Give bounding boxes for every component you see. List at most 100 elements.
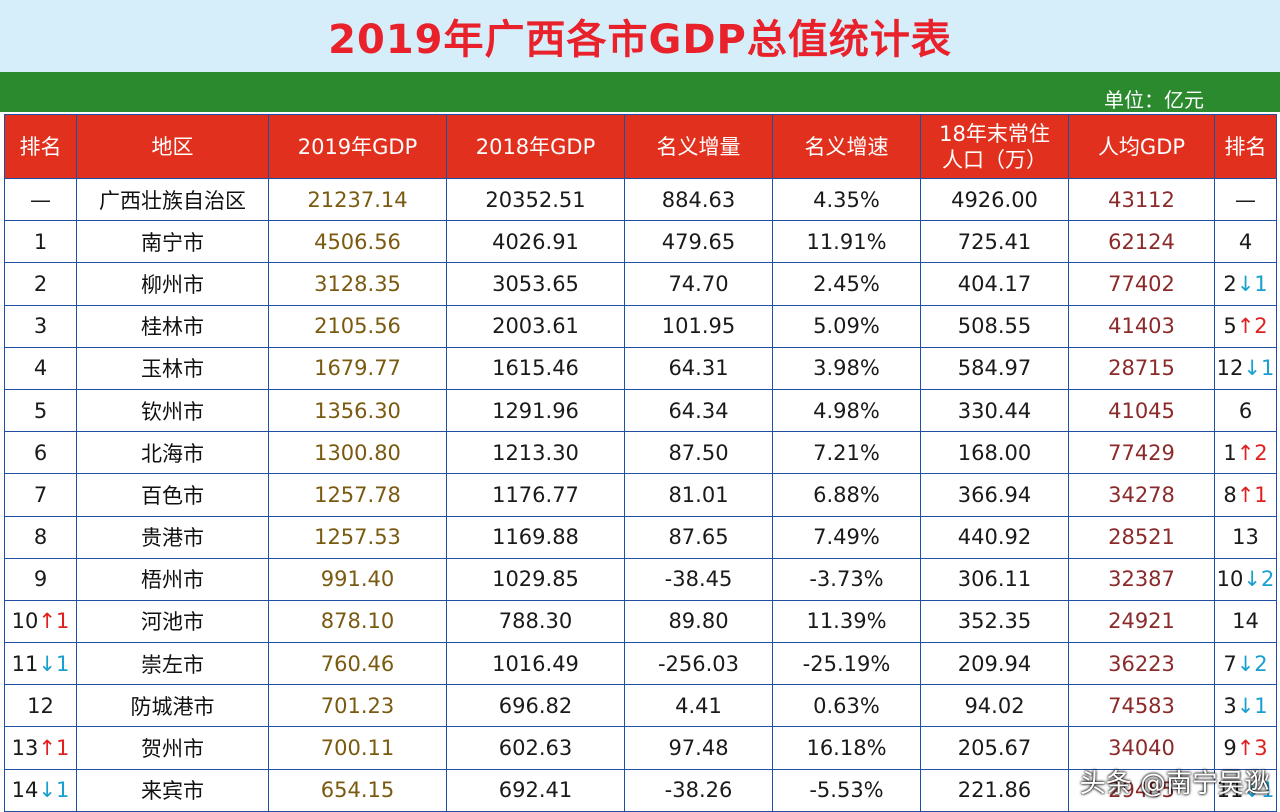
cell-per-capita-value: 34278 [1108,482,1175,507]
cell-per-capita-rank-value: 11 [1216,778,1244,803]
cell-region: 梧州市 [76,557,269,601]
cell-per-capita-rank: 3↓1 [1214,684,1277,728]
cell-gdp-2019: 700.11 [268,726,447,770]
cell-growth: 11.39% [772,599,921,644]
cell-population: 330.44 [920,388,1069,433]
cell-increment-value: -38.26 [664,778,733,803]
rank-change-delta: 1 [55,778,70,803]
cell-gdp-2018: 4026.91 [446,220,625,264]
cell-per-capita-value: 34040 [1108,736,1175,761]
cell-increment-value: 97.48 [668,736,729,761]
cell-per-capita-rank: 14 [1214,599,1277,644]
cell-gdp-2018: 2003.61 [446,304,625,348]
cell-growth-value: 16.18% [806,736,887,761]
table-row: 1 南宁市 4506.56 4026.91 479.65 11.91% 725.41 6212… [4,220,1277,264]
cell-gdp-2019: 701.23 [268,684,447,728]
cell-per-capita-rank-value: 14 [1232,609,1259,634]
cell-per-capita: 28715 [1068,346,1215,390]
cell-rank: 1 [4,220,77,264]
table-row: 2 柳州市 3128.35 3053.65 74.70 2.45% 404.17 77402 2… [4,262,1277,306]
cell-gdp-2019: 991.40 [268,557,447,601]
cell-growth: -3.73% [772,557,921,601]
cell-region: 贵港市 [76,515,269,559]
cell-rank: 2 [4,262,77,306]
cell-increment: -38.26 [624,768,773,812]
cell-per-capita-rank: 10↓2 [1214,557,1277,601]
rank-change-arrow-icon: ↓ [1236,651,1255,676]
header-growth: 名义增速 [772,114,921,179]
cell-gdp-2019: 878.10 [268,599,447,644]
rank-change-arrow-icon: ↓ [38,651,56,676]
cell-rank-value: 8 [33,525,48,550]
cell-rank-value: 7 [33,482,48,507]
cell-rank-value: 6 [33,440,48,465]
cell-gdp-2018-value: 602.63 [498,736,573,761]
cell-per-capita-rank: 2↓1 [1214,262,1277,306]
cell-population: 584.97 [920,346,1069,390]
cell-per-capita-rank-value: 8 [1223,482,1237,507]
cell-region: 玉林市 [76,346,269,390]
cell-region: 防城港市 [76,684,269,728]
cell-increment: -256.03 [624,642,773,686]
cell-region: 百色市 [76,473,269,517]
cell-population-value: 205.67 [957,736,1032,761]
rank-change-delta: 2 [1254,440,1268,465]
cell-increment-value: -38.45 [664,567,733,592]
cell-gdp-2019: 1257.53 [268,515,447,559]
cell-growth: 0.63% [772,684,921,728]
cell-growth-value: 0.63% [813,693,880,718]
cell-increment-value: -256.03 [657,651,740,676]
cell-gdp-2018-value: 696.82 [498,693,573,718]
cell-rank-value: 10 [11,609,39,634]
header-gdp-2018: 2018年GDP [446,114,625,179]
table-row: 5 钦州市 1356.30 1291.96 64.34 4.98% 330.44 41045 6 [4,388,1277,433]
rank-change-delta: 1 [55,651,70,676]
cell-per-capita: 32387 [1068,557,1215,601]
cell-per-capita-rank-value: 5 [1223,314,1237,339]
header-rank: 排名 [4,114,77,179]
cell-per-capita-rank: 9↑3 [1214,726,1277,770]
cell-rank-value: 4 [33,356,48,381]
cell-per-capita-rank: 7↓2 [1214,642,1277,686]
cell-rank-value: 13 [11,736,39,761]
cell-gdp-2018-value: 1615.46 [492,356,579,381]
cell-rank: 13↑1 [4,726,77,770]
cell-region: 河池市 [76,599,269,644]
cell-gdp-2018-value: 1016.49 [492,651,579,676]
cell-region-value: 北海市 [141,441,204,466]
rank-change-delta: 2 [1254,651,1268,676]
rank-change-delta: 1 [1254,693,1268,718]
cell-gdp-2018-value: 3053.65 [492,271,579,296]
cell-gdp-2018: 1169.88 [446,515,625,559]
cell-growth-value: -3.73% [809,567,884,592]
cell-population: 221.86 [920,768,1069,812]
cell-region-value: 防城港市 [130,694,215,719]
cell-region-value: 崇左市 [141,652,204,677]
cell-rank-value: 9 [33,567,48,592]
cell-gdp-2019: 21237.14 [268,177,447,222]
cell-gdp-2018-value: 692.41 [498,778,573,803]
rank-change-delta: 1 [55,609,70,634]
cell-gdp-2019: 1300.80 [268,431,447,475]
cell-per-capita: 41045 [1068,388,1215,433]
table-row: 3 桂林市 2105.56 2003.61 101.95 5.09% 508.55 41403… [4,304,1277,348]
rank-change-arrow-icon: ↑ [1236,314,1255,339]
cell-increment: 479.65 [624,220,773,264]
cell-region: 北海市 [76,431,269,475]
rank-change-delta: 1 [1254,271,1268,296]
cell-per-capita-rank: 11↓1 [1214,768,1277,812]
cell-increment: 87.65 [624,515,773,559]
cell-per-capita-rank: 8↑1 [1214,473,1277,517]
cell-growth-value: 11.91% [806,229,887,254]
rank-change-delta: 3 [1254,736,1268,761]
cell-growth: -5.53% [772,768,921,812]
cell-region-value: 桂林市 [141,315,204,340]
cell-gdp-2019-value: 701.23 [320,693,395,718]
rank-change-arrow-icon: ↓ [38,778,56,803]
cell-per-capita-value: 41045 [1108,398,1175,423]
cell-region: 贺州市 [76,726,269,770]
cell-gdp-2019-value: 1257.78 [314,482,401,507]
green-banner [0,72,1280,112]
watermark: 头条 @南宁吴逖 [1080,763,1270,800]
rank-change-delta: 1 [1260,778,1275,803]
